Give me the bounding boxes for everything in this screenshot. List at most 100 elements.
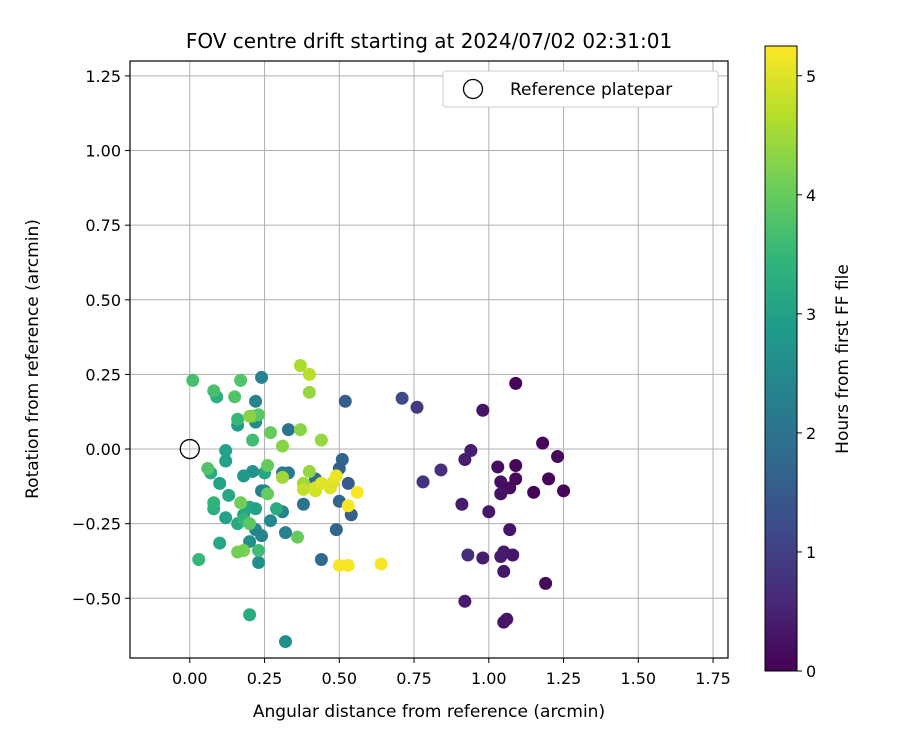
x-tick-label: 0.00 — [172, 669, 208, 688]
data-point — [290, 530, 304, 544]
data-point — [219, 454, 233, 468]
y-tick-label: 1.25 — [85, 67, 121, 86]
colorbar-tick-label: 3 — [806, 305, 816, 324]
data-point — [219, 511, 233, 525]
data-point — [536, 436, 550, 450]
data-point — [270, 502, 284, 516]
data-point — [434, 463, 448, 477]
colorbar-tick-label: 0 — [806, 662, 816, 681]
data-point — [314, 552, 328, 566]
plot-frame — [129, 60, 729, 659]
data-point — [509, 376, 523, 390]
data-point — [186, 373, 200, 387]
data-point — [231, 412, 245, 426]
data-point — [255, 370, 269, 384]
data-point — [246, 433, 260, 447]
data-point — [395, 391, 409, 405]
data-point — [207, 384, 221, 398]
data-point — [192, 552, 206, 566]
data-point — [296, 482, 310, 496]
data-point — [302, 367, 316, 381]
data-point — [329, 469, 343, 483]
data-point — [503, 523, 517, 537]
data-point — [302, 385, 316, 399]
data-point — [213, 536, 227, 550]
data-point — [261, 487, 275, 501]
data-point — [249, 502, 263, 516]
data-point — [341, 499, 355, 513]
y-tick-label: 0.75 — [85, 216, 121, 235]
data-point — [338, 394, 352, 408]
data-point — [332, 558, 346, 572]
x-tick-label: 0.75 — [396, 669, 432, 688]
y-tick-label: −0.50 — [72, 589, 121, 608]
data-point — [261, 458, 275, 472]
data-point — [252, 544, 266, 558]
data-point — [503, 481, 517, 495]
data-point — [249, 394, 263, 408]
x-tick-label: 1.25 — [546, 669, 582, 688]
data-point — [476, 403, 490, 417]
data-point — [228, 390, 242, 404]
data-point — [458, 594, 472, 608]
x-tick-label: 1.00 — [471, 669, 507, 688]
colorbar-tick-label: 1 — [806, 543, 816, 562]
y-tick-label: 1.00 — [85, 142, 121, 161]
data-point — [234, 373, 248, 387]
data-point — [542, 472, 556, 486]
y-tick-label: 0.25 — [85, 365, 121, 384]
data-point — [278, 635, 292, 649]
data-point — [243, 608, 257, 622]
y-axis-ticks: −0.50 −0.25 0.00 0.25 0.50 0.75 1.00 1.25 — [72, 67, 130, 608]
data-point — [252, 555, 266, 569]
data-point — [497, 564, 511, 578]
x-axis-ticks: 0.00 0.25 0.50 0.75 1.00 1.25 1.50 1.75 — [172, 658, 731, 688]
data-point — [222, 488, 236, 502]
data-point — [341, 476, 355, 490]
y-tick-label: −0.25 — [72, 515, 121, 534]
data-point — [237, 469, 251, 483]
data-point — [219, 444, 233, 458]
reference-point — [179, 438, 200, 460]
colorbar-gradient — [764, 45, 798, 672]
legend-label: Reference platepar — [510, 80, 672, 100]
data-point — [539, 576, 553, 590]
y-tick-label: 0.00 — [85, 440, 121, 459]
data-point — [374, 557, 388, 571]
data-point — [243, 517, 257, 531]
data-point — [255, 529, 269, 543]
x-tick-label: 0.25 — [247, 669, 283, 688]
data-point — [293, 358, 307, 372]
x-tick-label: 1.75 — [695, 669, 731, 688]
data-point — [314, 433, 328, 447]
grid-lines — [130, 61, 728, 658]
data-point — [275, 470, 289, 484]
data-point — [293, 423, 307, 437]
x-tick-label: 0.50 — [321, 669, 357, 688]
data-point — [323, 481, 337, 495]
data-point — [509, 458, 523, 472]
legend-box — [442, 70, 719, 108]
reference-marker — [179, 438, 200, 460]
data-point — [264, 426, 278, 440]
data-points — [186, 358, 571, 649]
data-point — [557, 484, 571, 498]
data-point — [329, 523, 343, 537]
data-point — [500, 612, 514, 626]
data-point — [455, 497, 469, 511]
colorbar-label: Hours from first FF file — [833, 264, 853, 454]
data-point — [207, 496, 221, 510]
data-point — [296, 497, 310, 511]
legend-reference-marker — [462, 78, 484, 100]
data-point — [341, 558, 355, 572]
data-point — [281, 423, 295, 437]
data-point — [410, 400, 424, 414]
data-point — [461, 548, 475, 562]
colorbar-ticks: 0 1 2 3 4 5 — [797, 67, 816, 681]
data-point — [551, 450, 565, 464]
data-point — [278, 526, 292, 540]
data-point — [264, 514, 278, 528]
chart-title: FOV centre drift starting at 2024/07/02 … — [186, 29, 672, 53]
data-point — [416, 475, 430, 489]
